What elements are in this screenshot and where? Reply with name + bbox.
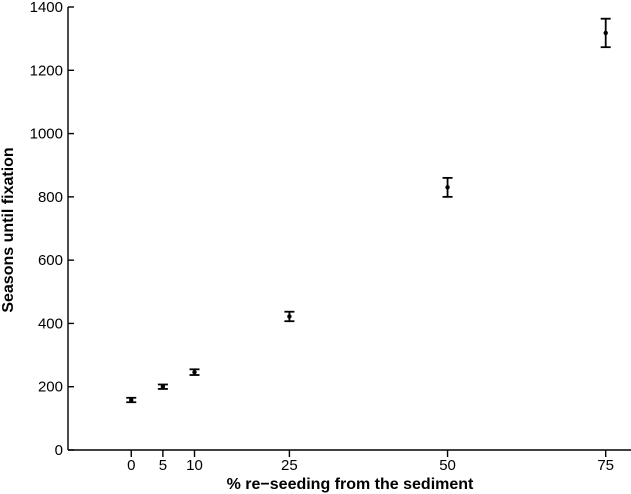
data-point <box>189 368 200 376</box>
y-tick-label: 1400 <box>30 0 63 16</box>
data-point <box>284 310 295 323</box>
point-marker <box>603 30 608 36</box>
y-tick-label: 800 <box>38 189 63 206</box>
x-tick-label: 5 <box>159 457 167 474</box>
x-tick-label: 25 <box>281 457 298 474</box>
point-marker <box>192 369 197 375</box>
x-tick-label: 75 <box>597 457 614 474</box>
y-axis-ticks: 0 200 400 600 800 1000 1200 1400 <box>30 0 74 459</box>
point-marker <box>287 314 292 319</box>
data-point <box>126 396 137 404</box>
point-marker <box>129 397 134 403</box>
y-tick-label: 200 <box>38 379 63 396</box>
point-marker <box>160 384 166 389</box>
x-tick-label: 10 <box>186 457 203 474</box>
point-marker <box>445 185 450 190</box>
data-point <box>157 383 168 390</box>
y-tick-label: 0 <box>55 442 63 459</box>
y-tick-label: 1200 <box>30 62 63 79</box>
x-tick-label: 50 <box>439 457 456 474</box>
axes <box>67 7 631 451</box>
x-tick-label: 0 <box>127 457 135 474</box>
data-points <box>126 17 611 404</box>
y-tick-label: 600 <box>38 252 63 269</box>
data-point <box>600 17 611 49</box>
y-axis-label: Seasons until fixation <box>0 147 17 312</box>
x-axis-label: % re−seeding from the sediment <box>227 476 474 493</box>
data-point <box>442 176 453 198</box>
y-tick-label: 400 <box>38 315 63 332</box>
x-axis-ticks: 0 5 10 25 50 75 <box>127 450 614 474</box>
y-tick-label: 1000 <box>30 126 63 143</box>
